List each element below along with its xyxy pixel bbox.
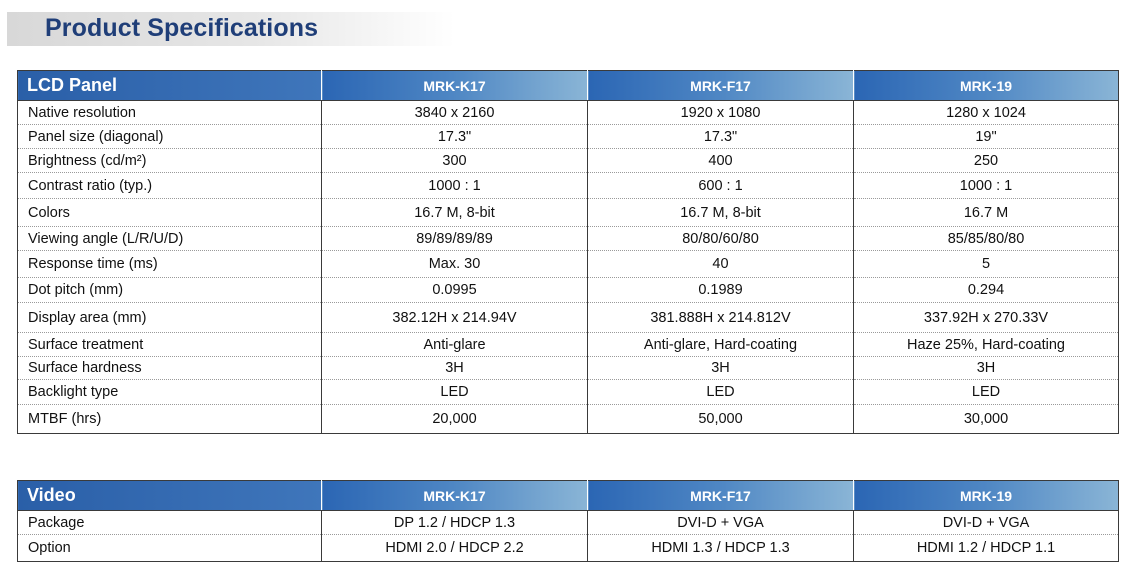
lcd-panel-row-value: 382.12H x 214.94V [321,302,588,333]
video-model-header-mrk-k17: MRK-K17 [321,480,588,511]
lcd-panel-row-value: 17.3" [321,124,588,149]
lcd-panel-row-value: 16.7 M, 8-bit [321,198,588,227]
lcd-panel-row-value: 20,000 [321,404,588,434]
lcd-panel-row-value: 337.92H x 270.33V [853,302,1119,333]
lcd-panel-row-value: 300 [321,148,588,173]
lcd-panel-table-row: Dot pitch (mm) 0.0995 0.1989 0.294 [17,277,1119,303]
lcd-panel-row-value: 40 [587,250,854,278]
lcd-panel-row-value: 3H [321,356,588,380]
lcd-panel-row-value: 381.888H x 214.812V [587,302,854,333]
lcd-panel-row-value: 3840 x 2160 [321,100,588,125]
lcd-panel-row-value: 3H [853,356,1119,380]
lcd-panel-row-label: Dot pitch (mm) [17,277,322,303]
lcd-model-header-mrk-19: MRK-19 [853,70,1119,101]
lcd-panel-spec-table: LCD Panel MRK-K17 MRK-F17 MRK-19 Native … [17,70,1119,434]
lcd-panel-row-value: 1000 : 1 [321,172,588,199]
lcd-panel-row-label: Response time (ms) [17,250,322,278]
lcd-panel-row-value: 1280 x 1024 [853,100,1119,125]
lcd-panel-section-title: LCD Panel [17,70,322,101]
lcd-panel-row-value: 1920 x 1080 [587,100,854,125]
lcd-panel-table-row: Backlight type LED LED LED [17,379,1119,405]
lcd-panel-row-value: 17.3" [587,124,854,149]
lcd-panel-row-label: Colors [17,198,322,227]
lcd-panel-table-row: Response time (ms) Max. 30 40 5 [17,250,1119,278]
lcd-panel-row-value: 250 [853,148,1119,173]
lcd-panel-row-value: 600 : 1 [587,172,854,199]
lcd-panel-row-value: 3H [587,356,854,380]
lcd-panel-row-value: 16.7 M, 8-bit [587,198,854,227]
lcd-panel-row-label: Native resolution [17,100,322,125]
page-title: Product Specifications [45,14,319,42]
lcd-panel-table-row: Panel size (diagonal) 17.3" 17.3" 19" [17,124,1119,149]
lcd-panel-table-row: MTBF (hrs) 20,000 50,000 30,000 [18,404,1119,434]
lcd-panel-row-label: Surface hardness [17,356,322,380]
lcd-panel-table-row: Colors 16.7 M, 8-bit 16.7 M, 8-bit 16.7 M [17,198,1119,227]
video-spec-table: Video MRK-K17 MRK-F17 MRK-19 Package DP 1… [17,480,1119,562]
lcd-panel-row-value: 0.1989 [587,277,854,303]
video-row-value: HDMI 2.0 / HDCP 2.2 [321,534,588,562]
video-row-value: HDMI 1.3 / HDCP 1.3 [587,534,854,562]
lcd-panel-row-label: Viewing angle (L/R/U/D) [17,226,322,251]
video-row-value: DVI-D + VGA [853,510,1119,535]
lcd-panel-row-value: Max. 30 [321,250,588,278]
lcd-panel-row-value: LED [321,379,588,405]
video-model-header-mrk-19: MRK-19 [853,480,1119,511]
video-row-value: DP 1.2 / HDCP 1.3 [321,510,588,535]
lcd-panel-row-value: 85/85/80/80 [853,226,1119,251]
lcd-panel-row-value: 5 [853,250,1119,278]
lcd-panel-header-row: LCD Panel MRK-K17 MRK-F17 MRK-19 [17,70,1119,101]
video-row-value: HDMI 1.2 / HDCP 1.1 [853,534,1119,562]
video-row-value: DVI-D + VGA [587,510,854,535]
lcd-panel-row-label: Surface treatment [17,332,322,357]
lcd-panel-table-row: Brightness (cd/m²) 300 400 250 [17,148,1119,173]
lcd-panel-row-label: Brightness (cd/m²) [17,148,322,173]
lcd-panel-row-label: MTBF (hrs) [28,411,102,427]
video-row-label: Package [17,510,322,535]
lcd-panel-row-value: 80/80/60/80 [587,226,854,251]
lcd-panel-row-value: 30,000 [853,404,1119,434]
lcd-panel-table-row: Surface treatment Anti-glare Anti-glare, H… [17,332,1119,357]
lcd-panel-row-value: 400 [587,148,854,173]
lcd-panel-row-value: 0.0995 [321,277,588,303]
lcd-panel-row-value: LED [853,379,1119,405]
lcd-panel-row-value: 0.294 [853,277,1119,303]
page-title-bar [7,12,455,46]
lcd-panel-row-label: Contrast ratio (typ.) [17,172,322,199]
video-model-header-mrk-f17: MRK-F17 [587,480,854,511]
lcd-panel-row-value: Anti-glare [321,332,588,357]
lcd-panel-row-value: 50,000 [587,404,854,434]
lcd-panel-row-value: 16.7 M [853,198,1119,227]
lcd-panel-row-value: 1000 : 1 [853,172,1119,199]
lcd-panel-row-value: Haze 25%, Hard-coating [853,332,1119,357]
video-section-title: Video [17,480,322,511]
video-table-row: Option HDMI 2.0 / HDCP 2.2 HDMI 1.3 / HDCP… [18,534,1119,562]
video-table-row: Package DP 1.2 / HDCP 1.3 DVI-D + VGA DVI-D… [17,510,1119,535]
lcd-panel-row-value: LED [587,379,854,405]
video-row-label: Option [28,540,71,556]
video-header-row: Video MRK-K17 MRK-F17 MRK-19 [17,480,1119,511]
lcd-panel-row-label: Display area (mm) [17,302,322,333]
lcd-panel-row-value: 19" [853,124,1119,149]
lcd-panel-table-row: Contrast ratio (typ.) 1000 : 1 600 : 1 1000… [17,172,1119,199]
lcd-panel-table-row: Surface hardness 3H 3H 3H [17,356,1119,380]
lcd-panel-row-value: 89/89/89/89 [321,226,588,251]
lcd-model-header-mrk-f17: MRK-F17 [587,70,854,101]
lcd-panel-table-row: Display area (mm) 382.12H x 214.94V 381.88… [17,302,1119,333]
lcd-panel-table-row: Native resolution 3840 x 2160 1920 x 1080 1… [17,100,1119,125]
lcd-panel-row-value: Anti-glare, Hard-coating [587,332,854,357]
lcd-panel-row-label: Panel size (diagonal) [17,124,322,149]
lcd-panel-row-label: Backlight type [17,379,322,405]
lcd-model-header-mrk-k17: MRK-K17 [321,70,588,101]
lcd-panel-table-row: Viewing angle (L/R/U/D) 89/89/89/89 80/80/… [17,226,1119,251]
